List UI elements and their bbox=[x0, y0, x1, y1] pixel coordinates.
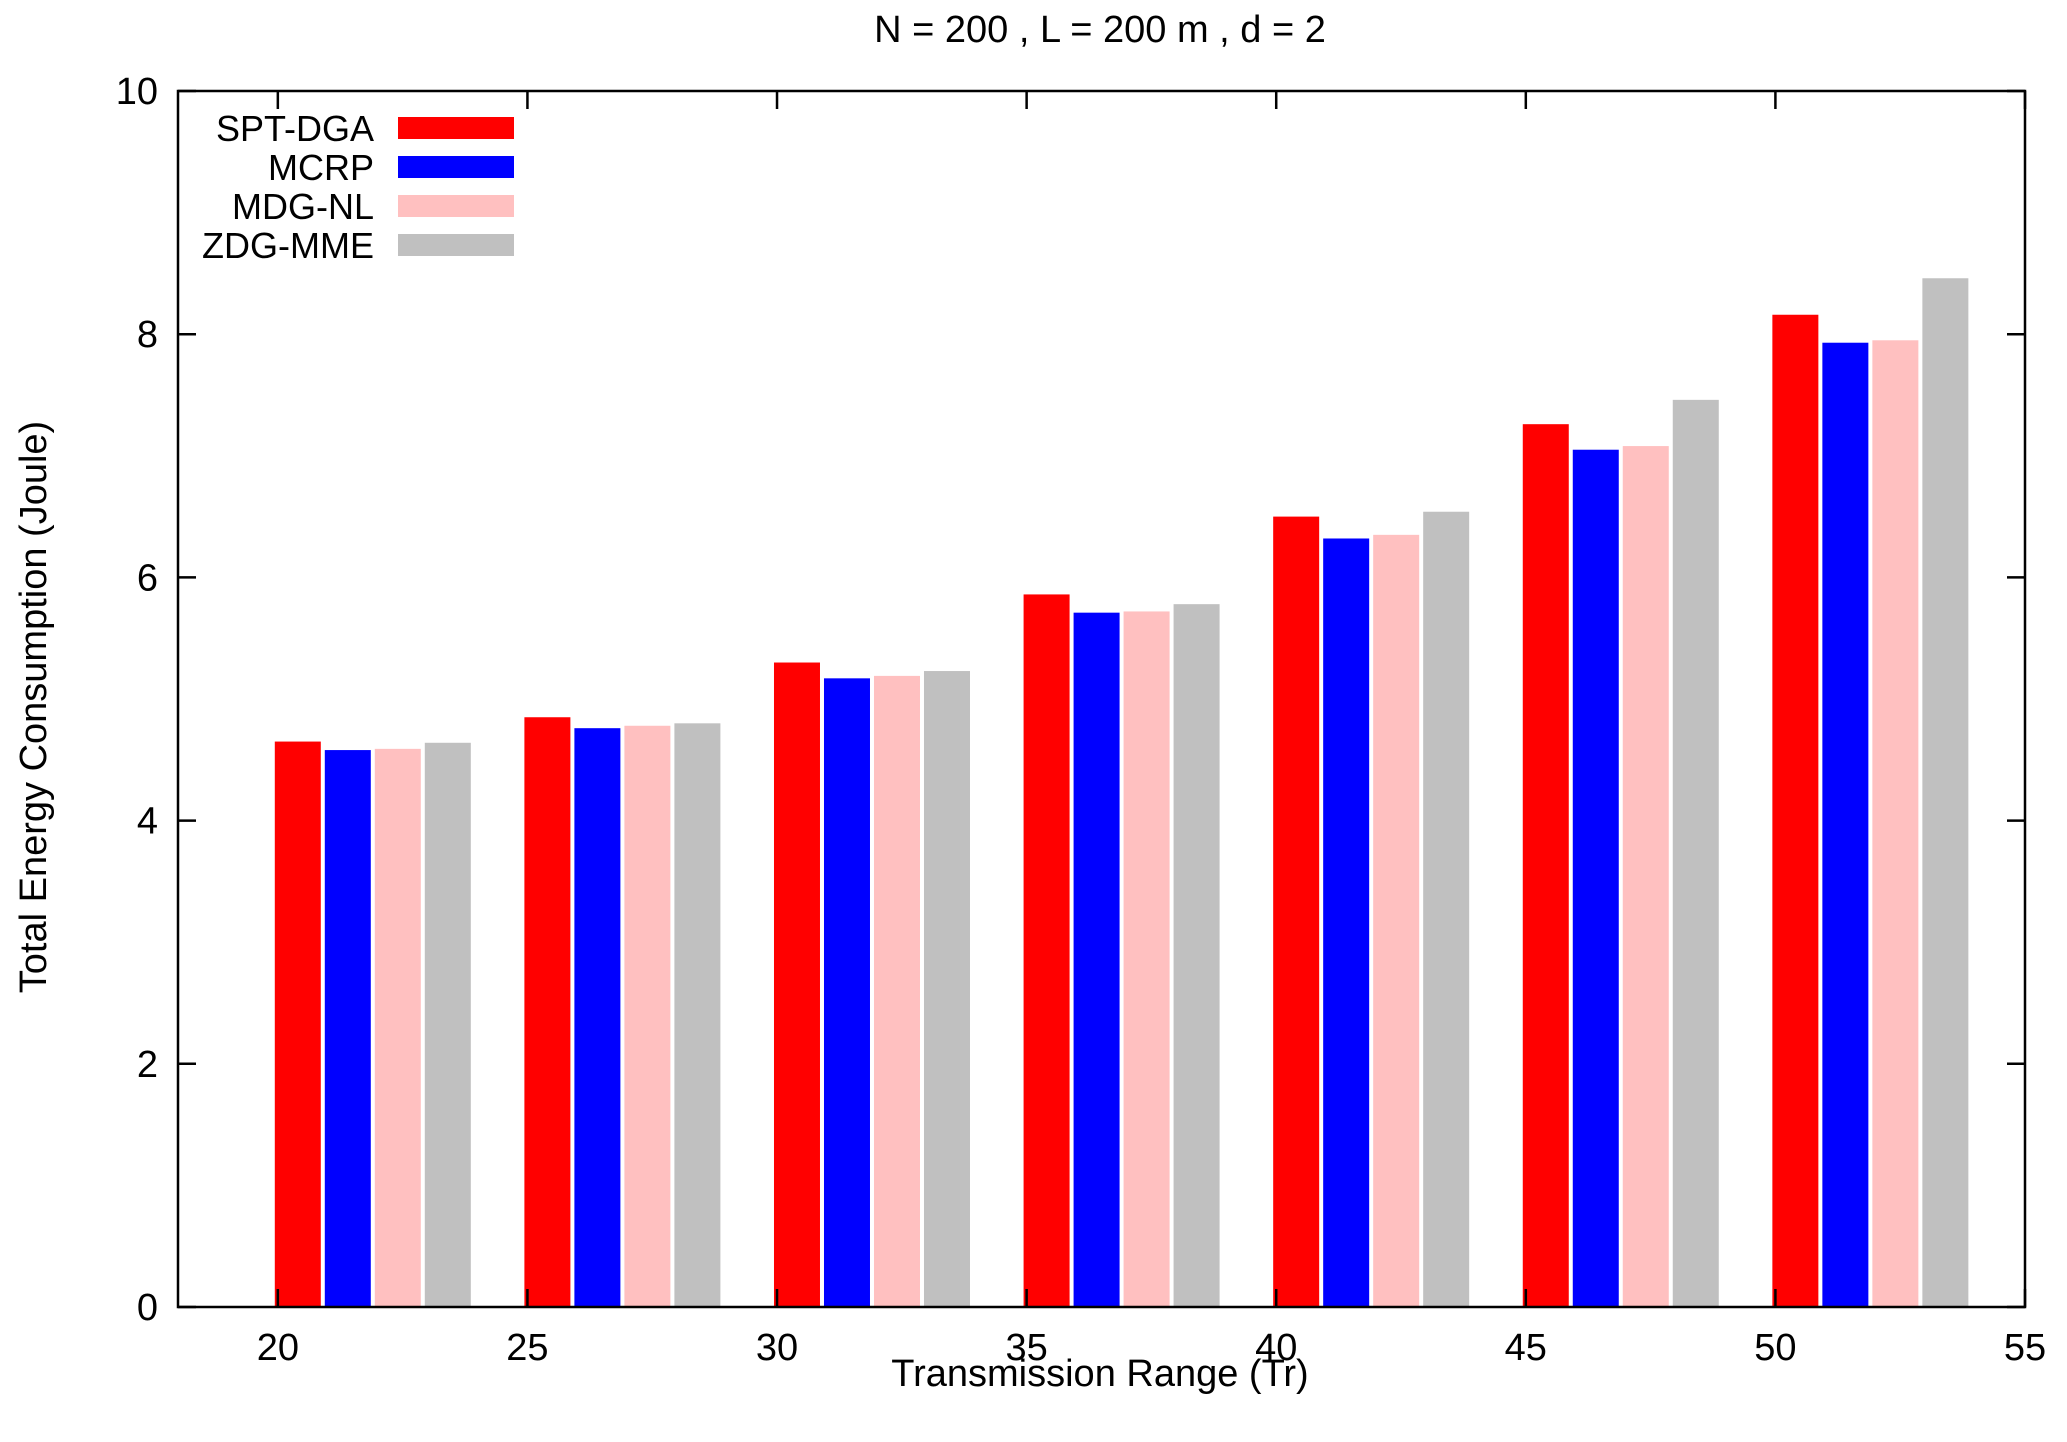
bar-zdg-mme-45 bbox=[1672, 399, 1719, 1307]
bar-zdg-mme-25 bbox=[674, 723, 721, 1307]
x-tick-label-20: 20 bbox=[257, 1327, 299, 1369]
x-tick-label-45: 45 bbox=[1505, 1327, 1547, 1369]
bars-layer bbox=[274, 278, 1969, 1308]
bar-zdg-mme-35 bbox=[1173, 604, 1220, 1307]
legend-label-zdg-mme: ZDG-MME bbox=[202, 225, 374, 266]
legend-swatch-mdg-nl bbox=[398, 195, 514, 217]
legend-label-mcrp: MCRP bbox=[268, 147, 374, 188]
bar-zdg-mme-20 bbox=[424, 742, 471, 1307]
y-tick-label-10: 10 bbox=[116, 71, 158, 113]
x-tick-label-35: 35 bbox=[1005, 1327, 1047, 1369]
y-tick-label-4: 4 bbox=[137, 801, 158, 843]
x-tick-label-30: 30 bbox=[756, 1327, 798, 1369]
bar-mcrp-30 bbox=[823, 678, 870, 1307]
axes-layer: 0 2 4 6 8 10 20 25 30 35 40 45 50 55 bbox=[116, 71, 2046, 1369]
x-tick-label-55: 55 bbox=[2004, 1327, 2046, 1369]
x-tick-label-40: 40 bbox=[1255, 1327, 1297, 1369]
bar-zdg-mme-30 bbox=[923, 671, 970, 1307]
bar-mdg-nl-30 bbox=[873, 675, 920, 1307]
y-tick-label-6: 6 bbox=[137, 557, 158, 599]
bar-mdg-nl-50 bbox=[1872, 340, 1919, 1307]
bar-mcrp-45 bbox=[1572, 449, 1619, 1308]
bar-mcrp-35 bbox=[1073, 612, 1120, 1307]
x-axis-label: Transmission Range (Tr) bbox=[891, 1353, 1308, 1395]
y-tick-label-2: 2 bbox=[137, 1044, 158, 1086]
legend-swatch-zdg-mme bbox=[398, 234, 514, 256]
bar-spt-dga-30 bbox=[773, 662, 820, 1307]
bar-zdg-mme-50 bbox=[1922, 278, 1969, 1307]
bar-zdg-mme-40 bbox=[1423, 511, 1470, 1308]
bar-spt-dga-35 bbox=[1023, 594, 1070, 1307]
bar-mcrp-20 bbox=[324, 750, 371, 1307]
bar-spt-dga-45 bbox=[1522, 424, 1569, 1308]
bar-spt-dga-50 bbox=[1772, 314, 1819, 1307]
bar-mdg-nl-40 bbox=[1373, 534, 1420, 1307]
legend-label-spt-dga: SPT-DGA bbox=[216, 108, 374, 149]
bar-mcrp-40 bbox=[1323, 538, 1370, 1307]
bar-spt-dga-25 bbox=[524, 717, 571, 1307]
legend-swatch-spt-dga bbox=[398, 117, 514, 139]
bar-mdg-nl-45 bbox=[1622, 446, 1669, 1307]
y-tick-label-8: 8 bbox=[137, 314, 158, 356]
bar-mdg-nl-20 bbox=[374, 748, 421, 1307]
bar-spt-dga-40 bbox=[1273, 516, 1320, 1307]
legend-swatch-mcrp bbox=[398, 156, 514, 178]
y-axis-label: Total Energy Consumption (Joule) bbox=[13, 421, 55, 993]
bar-mdg-nl-25 bbox=[624, 725, 671, 1307]
y-tick-label-0: 0 bbox=[137, 1287, 158, 1329]
bar-mcrp-50 bbox=[1822, 342, 1869, 1307]
bar-spt-dga-20 bbox=[274, 741, 321, 1307]
chart-title: N = 200 , L = 200 m , d = 2 bbox=[874, 9, 1326, 51]
x-tick-label-25: 25 bbox=[506, 1327, 548, 1369]
plot-frame bbox=[176, 89, 2027, 1309]
legend-label-mdg-nl: MDG-NL bbox=[232, 186, 374, 227]
bar-mcrp-25 bbox=[574, 728, 621, 1307]
x-tick-label-50: 50 bbox=[1754, 1327, 1796, 1369]
bar-mdg-nl-35 bbox=[1123, 611, 1170, 1307]
